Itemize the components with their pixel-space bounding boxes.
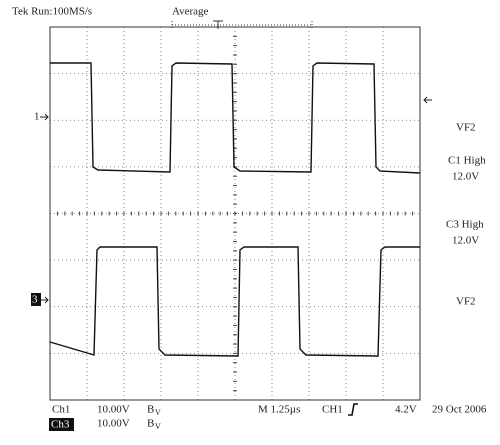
trigger-position: [213, 20, 223, 29]
ch3-marker-box: [31, 293, 41, 306]
side-label: 12.0V: [452, 171, 479, 183]
ch1-bw: B: [147, 404, 154, 416]
date: 29 Oct 2006: [432, 404, 487, 416]
acq-mode: Average: [172, 6, 209, 18]
channel-3-trace: [49, 246, 420, 357]
graticule-border: [49, 26, 421, 401]
ch1-bw-sub: V: [155, 408, 161, 417]
ch3-bw: B: [147, 418, 154, 430]
ch1-name: Ch1: [52, 404, 70, 416]
side-label: 12.0V: [452, 235, 479, 247]
side-label: C3 High: [446, 219, 484, 231]
ch1-scale: 10.00V: [97, 404, 130, 416]
graticule: [49, 26, 421, 401]
trigger-level-arrow: [423, 96, 432, 104]
record-bracket: [171, 21, 313, 28]
ch3-name-box: [49, 418, 74, 431]
ch3-bw-sub: V: [155, 422, 161, 431]
ch1-arrow: [40, 113, 49, 121]
ch3-name: Ch3: [51, 419, 70, 431]
side-label: VF2: [456, 122, 476, 134]
trigger-slope: [348, 403, 358, 416]
ch3-marker: 3: [32, 294, 38, 306]
side-label: C1 High: [448, 155, 486, 167]
ch3-scale: 10.00V: [97, 418, 130, 430]
ch3-arrow: [41, 296, 49, 304]
timebase: M 1.25µs: [258, 404, 300, 416]
side-label: VF2: [456, 296, 476, 308]
trigger-source: CH1: [322, 404, 343, 416]
trigger-level: 4.2V: [395, 404, 417, 416]
ch1-marker: 1: [34, 111, 40, 123]
channel-1-trace: [50, 62, 421, 174]
run-status: Tek Run:100MS/s: [12, 6, 92, 18]
